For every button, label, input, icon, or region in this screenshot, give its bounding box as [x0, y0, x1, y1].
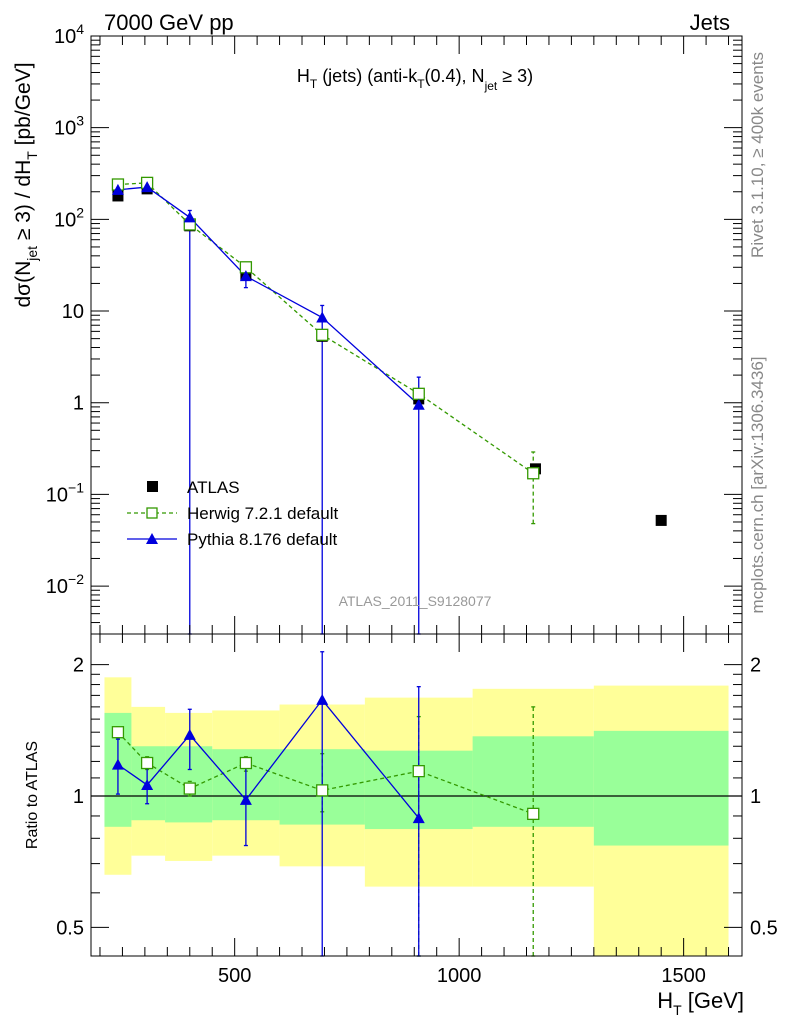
ratio-pythia-point	[239, 793, 252, 805]
pythia-point	[316, 311, 329, 323]
atlas-point	[655, 514, 667, 526]
y-tick-label: 10−1	[46, 479, 84, 506]
rivet-version-label: Rivet 3.1.10, ≥ 400k events	[748, 52, 767, 258]
pythia-point	[412, 398, 425, 410]
y-tick-label: 102	[54, 204, 84, 231]
ratio-y-tick-label-left: 0.5	[56, 917, 84, 939]
y-tick-label: 10−2	[46, 571, 84, 598]
header-energy-label: 7000 GeV pp	[104, 10, 234, 35]
ratio-plot-frame	[90, 633, 743, 957]
analysis-id-label: ATLAS_2011_S9128077	[339, 593, 492, 609]
herwig-line	[117, 182, 534, 474]
ratio-herwig-point	[527, 807, 540, 821]
ratio-y-tick-label-right: 2	[750, 655, 761, 677]
ratio-y-axis-label: Ratio to ATLAS	[24, 741, 41, 849]
ratio-pythia-point	[141, 778, 154, 790]
ratio-pythia-point	[111, 758, 124, 770]
y-tick-label: 103	[54, 113, 84, 140]
ratio-plot-panel: 500 1000 1500 0.5 0.5 1 1 2 2	[56, 633, 778, 987]
ratio-pythia-point	[412, 812, 425, 824]
ratio-y-tick-label-left: 1	[73, 786, 84, 808]
ratio-herwig-point	[111, 726, 125, 739]
herwig-point	[412, 387, 425, 400]
legend-atlas-marker	[147, 481, 158, 492]
x-tick-label: 1500	[661, 965, 706, 987]
main-y-axis-label: dσ(Njet ≥ 3) / dHT [pb/GeV]	[12, 62, 40, 307]
pythia-point	[183, 211, 196, 223]
y-tick-label: 1	[73, 393, 84, 415]
x-tick-label: 1000	[437, 965, 482, 987]
ratio-y-tick-label-left: 2	[73, 655, 84, 677]
mcplots-label: mcplots.cern.ch [arXiv:1306.3436]	[748, 356, 767, 613]
ratio-herwig-point	[412, 764, 425, 778]
ratio-herwig-point	[316, 784, 329, 797]
legend-herwig-marker	[146, 507, 158, 519]
pythia-point	[239, 270, 252, 282]
herwig-point	[316, 328, 329, 341]
ratio-pythia-point	[183, 728, 196, 740]
herwig-point	[527, 467, 540, 480]
ratio-y-tick-label-right: 1	[750, 786, 761, 808]
header-category-label: Jets	[690, 10, 730, 35]
ratio-pythia-point	[316, 693, 329, 705]
legend-atlas-label: ATLAS	[187, 478, 240, 497]
ratio-band-inner	[593, 730, 729, 846]
legend-pythia-marker	[146, 533, 158, 544]
ratio-pythia-line	[117, 698, 420, 819]
ratio-y-tick-label-right: 0.5	[750, 917, 778, 939]
x-axis-label: HT [GeV]	[657, 988, 744, 1018]
y-tick-label: 10	[62, 301, 84, 323]
legend-pythia-label: Pythia 8.176 default	[187, 530, 338, 549]
legend-herwig-label: Herwig 7.2.1 default	[187, 504, 338, 523]
atlas-point	[112, 190, 124, 202]
pythia-line	[117, 186, 420, 406]
y-tick-label: 104	[54, 21, 84, 48]
plot-title: HT (jets) (anti-kT(0.4), Njet ≥ 3)	[297, 66, 533, 93]
x-tick-label: 500	[218, 965, 251, 987]
ratio-herwig-point	[183, 782, 196, 795]
ratio-herwig-point	[239, 756, 253, 770]
ratio-herwig-point	[140, 756, 154, 770]
pythia-point	[111, 183, 124, 195]
legend: ATLAS Herwig 7.2.1 default Pythia 8.176 …	[127, 478, 338, 549]
pythia-point	[141, 181, 154, 193]
